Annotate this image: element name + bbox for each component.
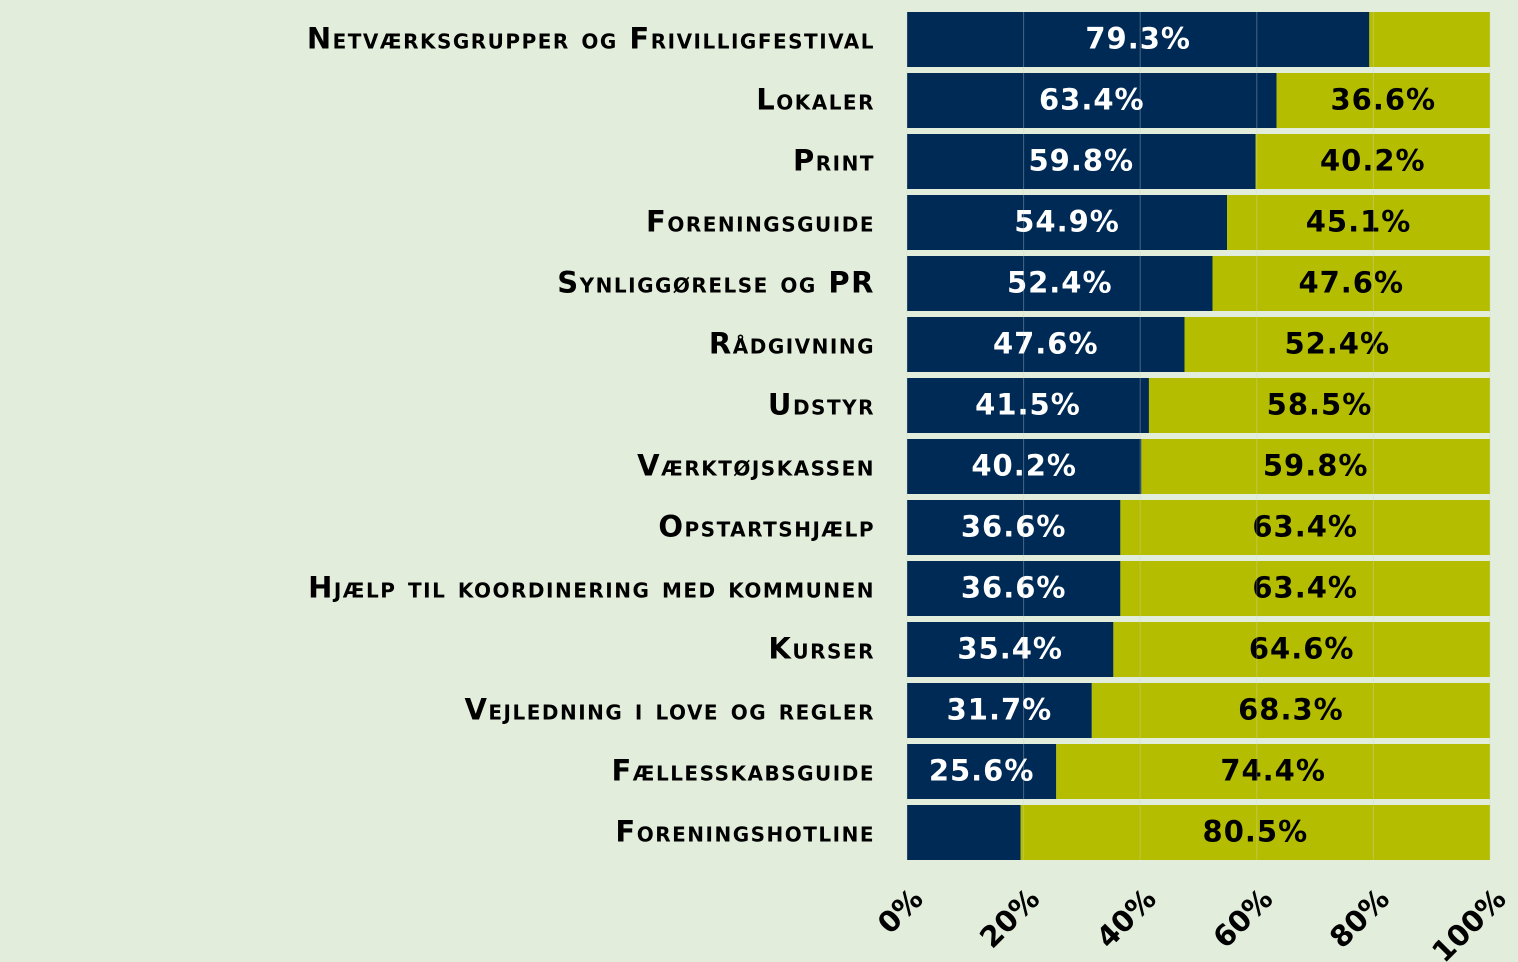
value-label: 59.8% <box>1029 144 1135 178</box>
category-label: Udstyr <box>768 388 875 422</box>
value-label: 59.8% <box>1263 449 1369 483</box>
bar-segment <box>1091 683 1490 738</box>
category-label: Foreningshotline <box>615 815 875 849</box>
category-label: Rådgivning <box>709 327 875 361</box>
value-label: 47.6% <box>993 327 1099 361</box>
category-label: Opstartshjælp <box>658 510 875 544</box>
bar-segment <box>907 256 1213 311</box>
category-label: Kurser <box>768 632 875 666</box>
category-label: Værktøjskassen <box>637 449 875 483</box>
bar-segment <box>1141 439 1490 494</box>
bar-segment <box>907 500 1121 555</box>
value-label: 54.9% <box>1014 205 1120 239</box>
value-label: 79.3% <box>1085 22 1191 56</box>
value-label: 68.3% <box>1238 693 1344 727</box>
category-label: Synliggørelse og PR <box>557 266 875 300</box>
value-label: 52.4% <box>1284 327 1390 361</box>
bar-segment <box>1020 805 1490 860</box>
value-label: 80.5% <box>1203 815 1309 849</box>
value-label: 63.4% <box>1252 571 1358 605</box>
bar-segment <box>907 561 1121 616</box>
bar-segment <box>1148 378 1490 433</box>
bar-segment <box>907 683 1092 738</box>
bar-segment <box>1227 195 1490 250</box>
category-label: Netværksgrupper og Frivilligfestival <box>307 22 875 56</box>
value-label: 63.4% <box>1039 83 1145 117</box>
category-label: Fællesskabsguide <box>611 754 875 788</box>
bar-segment <box>907 378 1149 433</box>
bar-segment <box>907 805 1021 860</box>
value-label: 63.4% <box>1252 510 1358 544</box>
value-label: 40.2% <box>1320 144 1426 178</box>
value-label: 52.4% <box>1007 266 1113 300</box>
bar-segment <box>1113 622 1490 677</box>
value-label: 41.5% <box>975 388 1081 422</box>
category-label: Vejledning i love og regler <box>464 693 875 727</box>
bar-segment <box>1056 744 1490 799</box>
value-label: 36.6% <box>961 510 1067 544</box>
bar-segment <box>1120 561 1490 616</box>
bar-segment <box>907 622 1114 677</box>
value-label: 36.6% <box>961 571 1067 605</box>
bar-segment <box>907 317 1185 372</box>
value-label: 25.6% <box>929 754 1035 788</box>
value-label: 31.7% <box>947 693 1053 727</box>
bar-segment <box>1120 500 1490 555</box>
category-label: Lokaler <box>756 83 875 117</box>
value-label: 74.4% <box>1220 754 1326 788</box>
value-label: 35.4% <box>957 632 1063 666</box>
bar-segment <box>1255 134 1490 189</box>
bar-segment <box>1276 73 1490 128</box>
bar-segment <box>907 73 1277 128</box>
category-label: Hjælp til koordinering med kommunen <box>308 571 875 605</box>
bar-segment <box>1212 256 1490 311</box>
bar-segment <box>1369 12 1490 67</box>
category-label: Print <box>793 144 875 178</box>
value-label: 45.1% <box>1306 205 1412 239</box>
value-label: 58.5% <box>1267 388 1373 422</box>
value-label: 47.6% <box>1298 266 1404 300</box>
bar-segment <box>907 744 1057 799</box>
bar-segment <box>907 12 1370 67</box>
value-label: 36.6% <box>1331 83 1437 117</box>
value-label: 64.6% <box>1249 632 1355 666</box>
bar-segment <box>907 134 1256 189</box>
bar-segment <box>907 439 1142 494</box>
category-label: Foreningsguide <box>646 205 875 239</box>
bar-segment <box>1184 317 1490 372</box>
bar-segment <box>907 195 1228 250</box>
value-label: 40.2% <box>971 449 1077 483</box>
